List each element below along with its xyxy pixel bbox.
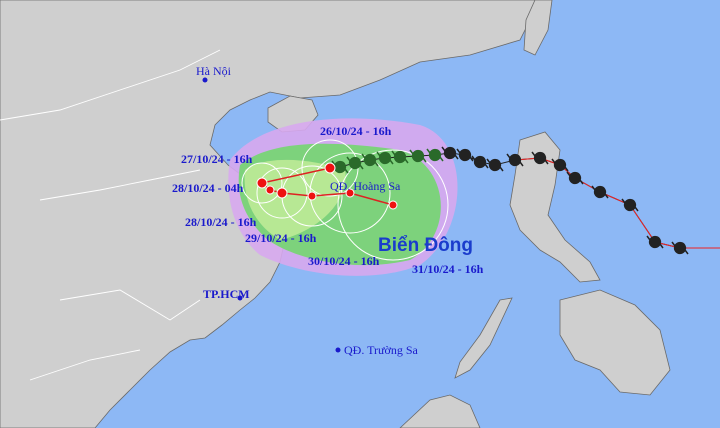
storm-symbol [506,153,524,167]
forecast-points [256,162,398,210]
time-label: 30/10/24 - 16h [308,254,380,268]
visayas [559,289,671,396]
storm-symbol [486,158,504,172]
borneo [399,394,481,428]
storm-symbol [376,151,394,165]
storm-symbol [671,241,689,255]
city-dot [202,77,208,83]
storm-symbol [566,171,584,185]
time-label: 29/10/24 - 16h [245,231,317,245]
time-label: 28/10/24 - 16h [185,215,257,229]
storm-symbol [591,185,609,199]
storm-symbol [456,148,474,162]
sea-label: Biển Đông [378,235,473,256]
island-dot [335,347,341,353]
storm-symbol [331,160,349,174]
city-dot [237,295,243,301]
storm-symbol [621,198,639,212]
island-label: QĐ. Trường Sa [344,343,419,357]
city-label: Hà Nội [196,64,232,78]
storm-symbol [426,148,444,162]
storm-symbol [361,153,379,167]
storm-symbol [346,156,364,170]
border [0,49,221,381]
storm-symbol [391,150,409,164]
time-label: 28/10/24 - 04h [172,181,244,195]
storm-symbol [409,149,427,163]
storm-symbols [331,146,689,255]
island-label: QĐ. Hoàng Sa [330,179,401,193]
time-label: 27/10/24 - 16h [181,152,253,166]
storm-symbol [531,151,549,165]
time-label: 26/10/24 - 16h [320,124,392,138]
storm-symbol [551,158,569,172]
palawan [454,297,513,379]
storm-symbol [441,146,459,160]
time-label: 31/10/24 - 16h [412,262,484,276]
storm-symbol [471,155,489,169]
taiwan [523,0,553,56]
storm-symbol [646,235,664,249]
city-label: TP.HCM [203,287,250,301]
